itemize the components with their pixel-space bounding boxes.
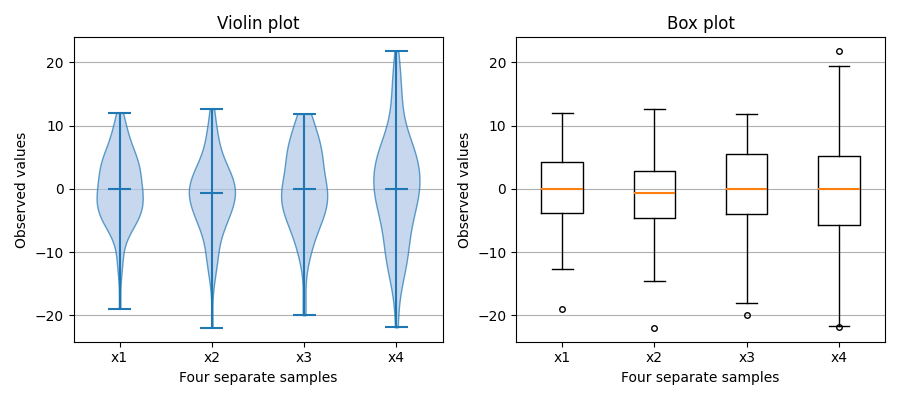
X-axis label: Four separate samples: Four separate samples [179,371,338,385]
X-axis label: Four separate samples: Four separate samples [621,371,779,385]
Y-axis label: Observed values: Observed values [15,132,29,248]
Y-axis label: Observed values: Observed values [457,132,472,248]
Title: Violin plot: Violin plot [217,15,300,33]
Title: Box plot: Box plot [667,15,734,33]
